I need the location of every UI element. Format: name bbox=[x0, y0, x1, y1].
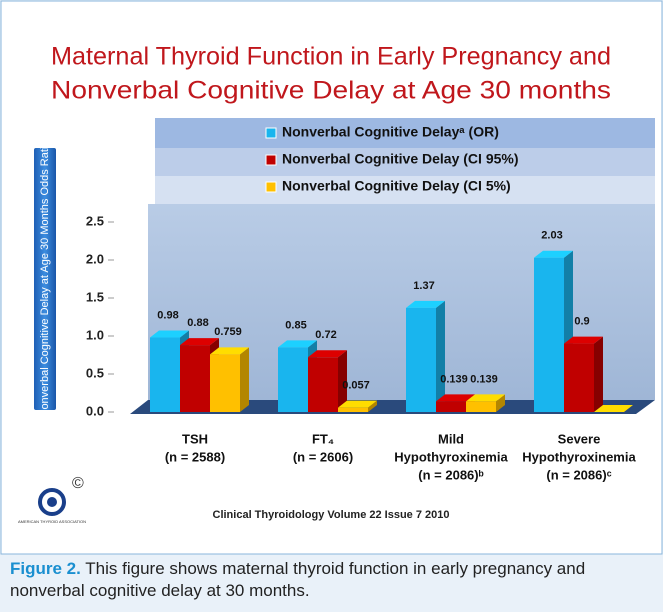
bar-top bbox=[150, 330, 189, 338]
bar-top bbox=[534, 250, 573, 258]
y-axis-box bbox=[34, 148, 56, 410]
bar-top bbox=[564, 336, 603, 344]
bar-side bbox=[368, 400, 377, 412]
x-tick-label: (n = 2086)ᵇ bbox=[418, 467, 483, 482]
legend-label: Nonverbal Cognitive Delay (CI 5%) bbox=[282, 178, 511, 194]
x-tick-label: Hypothyroxinemia bbox=[522, 449, 636, 464]
bar bbox=[180, 345, 210, 412]
x-tick-label: FT₄ bbox=[312, 431, 334, 446]
data-label: 0.88 bbox=[187, 317, 208, 329]
bar bbox=[436, 401, 466, 412]
bar-top bbox=[466, 394, 505, 402]
data-label: 0.85 bbox=[285, 319, 306, 331]
data-label: 0.139 bbox=[440, 373, 468, 385]
data-label: 0.759 bbox=[214, 326, 242, 338]
bar-top bbox=[436, 394, 475, 402]
bar-side bbox=[240, 347, 249, 412]
bar bbox=[210, 354, 240, 412]
bar bbox=[308, 357, 338, 412]
bar bbox=[534, 257, 564, 412]
footer: Clinical Thyroidology Volume 22 Issue 7 … bbox=[213, 509, 450, 521]
x-tick-label: (n = 2606) bbox=[293, 449, 353, 464]
bar-top bbox=[308, 350, 347, 358]
x-tick-label: TSH bbox=[182, 431, 208, 446]
legend-swatch bbox=[265, 127, 277, 139]
legend-swatch bbox=[265, 181, 277, 193]
legend-band bbox=[155, 118, 655, 148]
bar-side bbox=[594, 336, 603, 412]
data-label: 0.9 bbox=[574, 316, 589, 328]
data-label: 0.72 bbox=[315, 329, 336, 341]
data-label: 1.37 bbox=[413, 280, 434, 292]
y-tick-label: 0.0 bbox=[86, 403, 104, 418]
legend-label: Nonverbal Cognitive Delay (CI 95%) bbox=[282, 151, 519, 167]
bar bbox=[278, 347, 308, 412]
bar bbox=[150, 337, 180, 412]
x-tick-label: Hypothyroxinemia bbox=[394, 449, 508, 464]
bar bbox=[338, 407, 368, 412]
logo-icon bbox=[47, 497, 57, 507]
x-tick-label: Mild bbox=[438, 431, 464, 446]
chart-title: Nonverbal Cognitive Delay at Age 30 mont… bbox=[51, 77, 611, 105]
y-tick-label: 2.0 bbox=[86, 251, 104, 266]
bar-top bbox=[180, 338, 219, 346]
bar-side bbox=[496, 394, 505, 412]
y-tick-label: 0.5 bbox=[86, 365, 104, 380]
legend-band bbox=[155, 148, 655, 176]
logo-text: AMERICAN THYROID ASSOCIATION bbox=[18, 519, 86, 524]
y-tick-label: 1.5 bbox=[86, 289, 104, 304]
y-axis-label: Nonverbal Cognitive Delay at Age 30 Mont… bbox=[39, 141, 51, 418]
bar-side bbox=[338, 350, 347, 412]
bar-top bbox=[338, 400, 377, 408]
caption-label: Figure 2. bbox=[10, 559, 81, 578]
caption: Figure 2. This figure shows maternal thy… bbox=[10, 558, 660, 602]
plot-floor bbox=[130, 400, 655, 414]
data-label: 0.139 bbox=[470, 373, 498, 385]
bar bbox=[564, 343, 594, 412]
legend-swatch bbox=[265, 154, 277, 166]
caption-text: This figure shows maternal thyroid funct… bbox=[10, 559, 586, 600]
data-label: 0.98 bbox=[157, 309, 178, 321]
bar-top bbox=[594, 405, 633, 412]
x-tick-label: Severe bbox=[558, 431, 601, 446]
x-tick-label: (n = 2588) bbox=[165, 449, 225, 464]
bar-top bbox=[406, 300, 445, 308]
chart-title: Maternal Thyroid Function in Early Pregn… bbox=[51, 43, 611, 71]
legend-band bbox=[155, 176, 655, 204]
legend-label: Nonverbal Cognitive Delayᵃ (OR) bbox=[282, 124, 499, 140]
x-tick-label: (n = 2086)ᶜ bbox=[546, 467, 611, 482]
chart: Nonverbal Cognitive Delay at Age 30 Mont… bbox=[0, 0, 663, 555]
bar bbox=[406, 307, 436, 412]
y-tick-label: 2.5 bbox=[86, 213, 104, 228]
plot-wall bbox=[148, 204, 655, 400]
y-tick-label: 1.0 bbox=[86, 327, 104, 342]
bar bbox=[466, 401, 496, 412]
data-label: 0.057 bbox=[342, 380, 370, 392]
bar-top bbox=[278, 340, 317, 348]
bar-side bbox=[436, 300, 445, 412]
logo-mark: © bbox=[72, 475, 84, 492]
data-label: 2.03 bbox=[541, 230, 562, 242]
logo-icon bbox=[38, 488, 66, 516]
bar-top bbox=[210, 347, 249, 355]
